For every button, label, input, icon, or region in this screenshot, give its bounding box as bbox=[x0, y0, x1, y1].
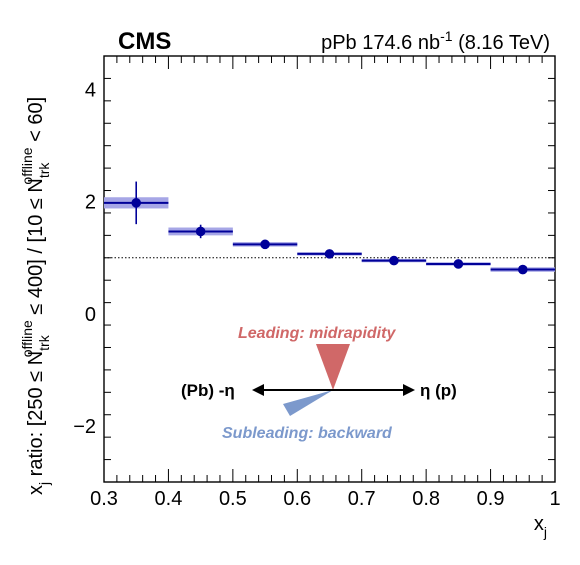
arrow-head-left bbox=[252, 384, 264, 396]
subleading-annotation: Subleading: backward bbox=[222, 425, 393, 442]
data-point bbox=[453, 259, 464, 269]
x-tick-label: 0.6 bbox=[283, 488, 311, 510]
axis-tick-labels: 0.3 0.4 0.5 0.6 0.7 0.8 0.9 1 −2 0 2 4 bbox=[73, 80, 560, 510]
y-tick-label: 4 bbox=[85, 80, 96, 102]
experiment-label: CMS bbox=[118, 28, 171, 55]
leading-jet-cone bbox=[316, 344, 350, 390]
x-tick-label: 1 bbox=[549, 488, 560, 510]
x-tick-label: 0.7 bbox=[348, 488, 376, 510]
plot-frame bbox=[103, 55, 556, 483]
y-tick-label: 2 bbox=[85, 192, 96, 214]
x-tick-label: 0.8 bbox=[412, 488, 440, 510]
y-tick-label: 0 bbox=[85, 304, 96, 326]
leading-annotation: Leading: midrapidity bbox=[238, 325, 396, 342]
x-tick-label: 0.4 bbox=[155, 488, 183, 510]
subleading-jet-cone bbox=[283, 390, 333, 416]
right-direction-label: η (p) bbox=[420, 381, 457, 400]
data-point bbox=[517, 264, 528, 275]
data-series bbox=[104, 181, 555, 275]
data-point bbox=[324, 249, 335, 259]
arrow-head-right bbox=[403, 384, 415, 396]
x-axis-title: xj bbox=[534, 513, 547, 540]
x-tick-label: 0.5 bbox=[219, 488, 247, 510]
axis-ticks bbox=[103, 55, 556, 483]
luminosity-label: pPb 174.6 nb-1 (8.16 TeV) bbox=[321, 28, 550, 54]
y-axis-title: xj ratio: [250 ≤ Ntrkoffline ≤ 400] / [1… bbox=[19, 97, 52, 495]
left-direction-label: (Pb) -η bbox=[181, 381, 235, 400]
data-point bbox=[260, 239, 270, 250]
data-point bbox=[195, 226, 206, 237]
systematic-uncertainty-boxes bbox=[104, 197, 555, 272]
data-point bbox=[389, 255, 399, 266]
data-point bbox=[131, 198, 142, 208]
x-tick-label: 0.3 bbox=[90, 488, 118, 510]
y-tick-label: −2 bbox=[73, 416, 96, 438]
x-tick-label: 0.9 bbox=[477, 488, 505, 510]
